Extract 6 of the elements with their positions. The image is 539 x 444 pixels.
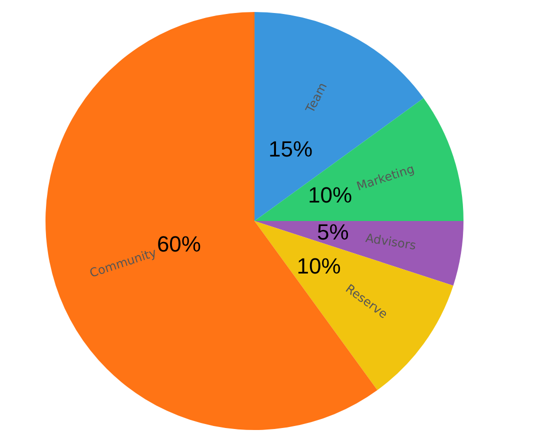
data-label: 10% (308, 182, 352, 208)
data-label: 10% (296, 254, 341, 279)
slice-label: Advisors (364, 230, 418, 253)
data-label: 15% (268, 136, 313, 162)
data-label: 5% (317, 219, 349, 244)
data-label: 60% (156, 232, 201, 257)
